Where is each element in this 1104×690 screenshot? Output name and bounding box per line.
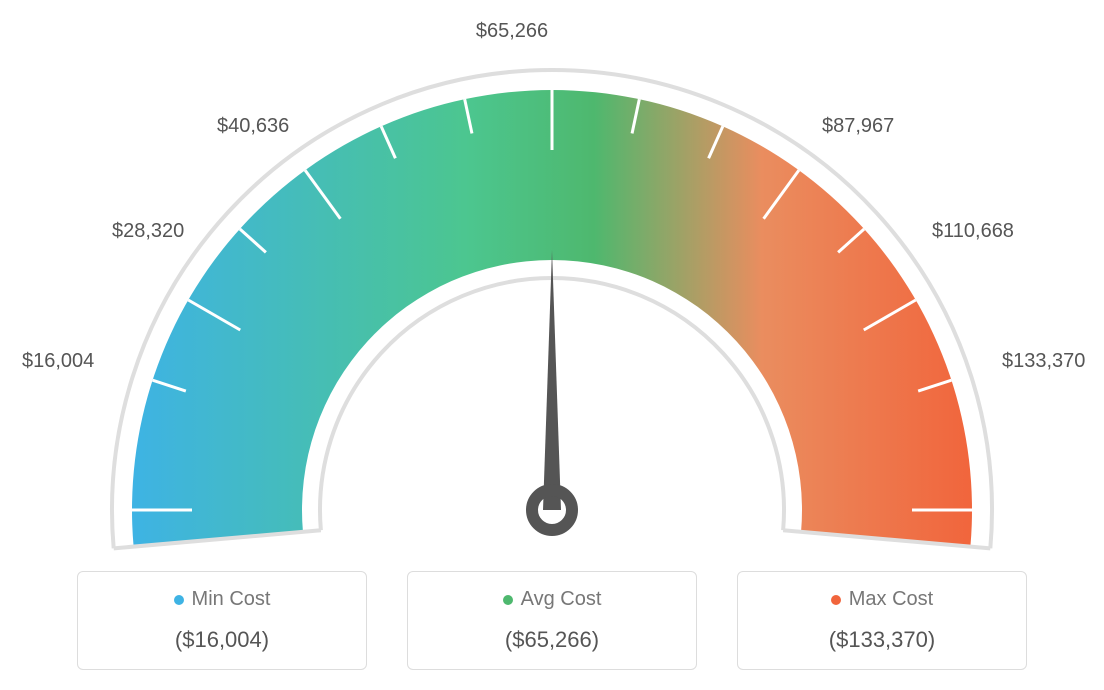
- legend-avg-label: Avg Cost: [521, 588, 602, 611]
- legend-max-value: ($133,370): [762, 627, 1002, 653]
- legend-avg-title: Avg Cost: [432, 588, 672, 611]
- legend-max: Max Cost ($133,370): [737, 571, 1027, 670]
- legend-row: Min Cost ($16,004) Avg Cost ($65,266) Ma…: [77, 571, 1027, 670]
- legend-min-label: Min Cost: [192, 588, 271, 611]
- dot-min: [174, 595, 184, 605]
- legend-min: Min Cost ($16,004): [77, 571, 367, 670]
- dot-avg: [503, 595, 513, 605]
- gauge-chart: $16,004 $28,320 $40,636 $65,266 $87,967 $110,…: [22, 20, 1082, 560]
- gauge-svg: [22, 20, 1082, 560]
- legend-min-value: ($16,004): [102, 627, 342, 653]
- gauge-tick-label: $65,266: [476, 20, 548, 43]
- gauge-tick-label: $133,370: [1002, 350, 1085, 373]
- legend-max-label: Max Cost: [849, 588, 933, 611]
- gauge-tick-label: $40,636: [217, 115, 289, 138]
- gauge-tick-label: $110,668: [932, 220, 1014, 243]
- gauge-tick-label: $28,320: [112, 220, 184, 243]
- legend-max-title: Max Cost: [762, 588, 1002, 611]
- gauge-tick-label: $16,004: [22, 350, 94, 373]
- legend-avg-value: ($65,266): [432, 627, 672, 653]
- legend-avg: Avg Cost ($65,266): [407, 571, 697, 670]
- dot-max: [831, 595, 841, 605]
- gauge-tick-label: $87,967: [822, 115, 894, 138]
- legend-min-title: Min Cost: [102, 588, 342, 611]
